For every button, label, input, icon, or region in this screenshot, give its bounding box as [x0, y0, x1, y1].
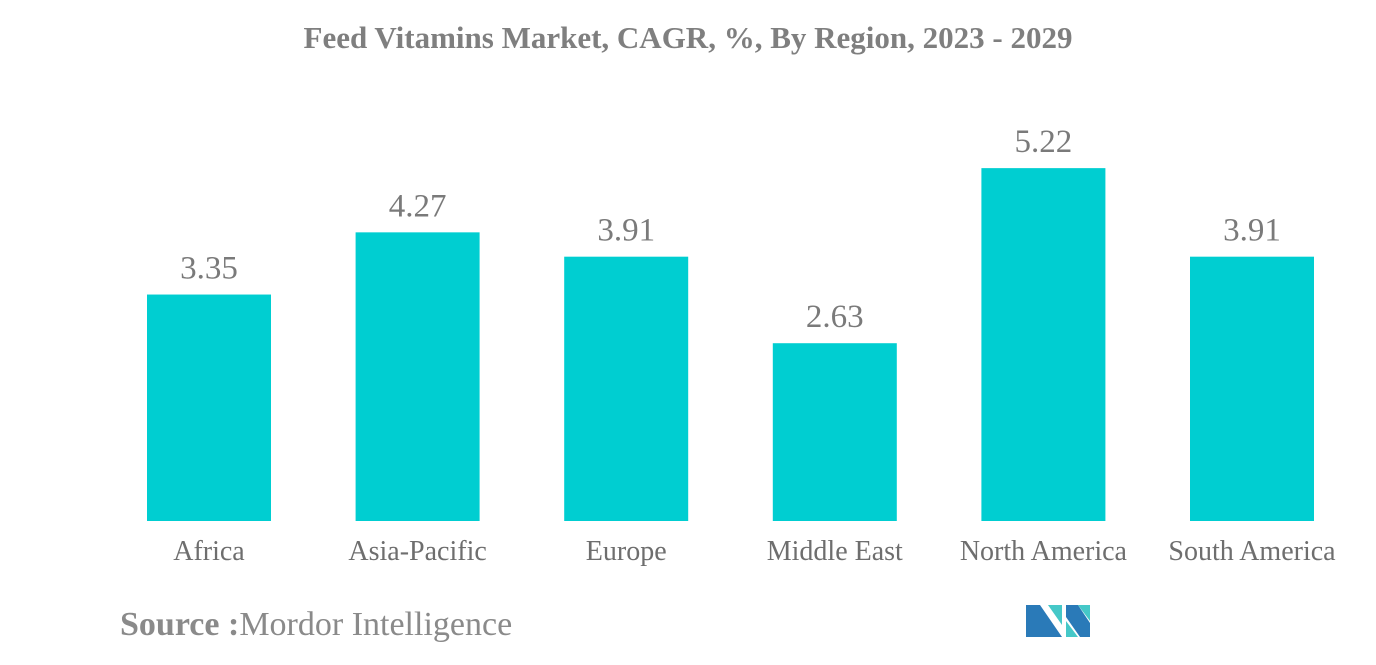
data-label: 5.22: [1015, 124, 1073, 160]
x-tick-label: North America: [960, 536, 1128, 567]
source-note: Source :Mordor Intelligence: [120, 606, 512, 644]
data-label: 2.63: [806, 299, 864, 335]
bar-south-america: [1190, 256, 1314, 521]
data-label: 3.35: [180, 251, 238, 287]
bar-asia-pacific: [355, 232, 480, 521]
mordor-logo: [1026, 605, 1090, 637]
x-tick-label: South America: [1168, 536, 1336, 567]
data-label: 3.91: [1223, 213, 1281, 249]
data-label: 4.27: [389, 188, 447, 224]
x-tick-label: Europe: [586, 536, 667, 567]
data-label: 3.91: [597, 213, 655, 249]
source-value: Mordor Intelligence: [239, 606, 513, 643]
x-tick-label: Africa: [173, 536, 245, 567]
bar-middle-east: [772, 343, 897, 521]
bar-north-america: [981, 168, 1106, 522]
bar-europe: [564, 256, 689, 521]
bar-africa: [147, 294, 271, 521]
bar-chart: 3.35 Africa 4.27 Asia-Pacific 3.91 Europe 2.63…: [147, 124, 1336, 567]
x-tick-label: Middle East: [767, 536, 903, 567]
x-tick-label: Asia-Pacific: [348, 536, 486, 567]
source-label: Source :: [120, 606, 240, 643]
chart-title: Feed Vitamins Market, CAGR, %, By Region…: [303, 20, 1073, 55]
